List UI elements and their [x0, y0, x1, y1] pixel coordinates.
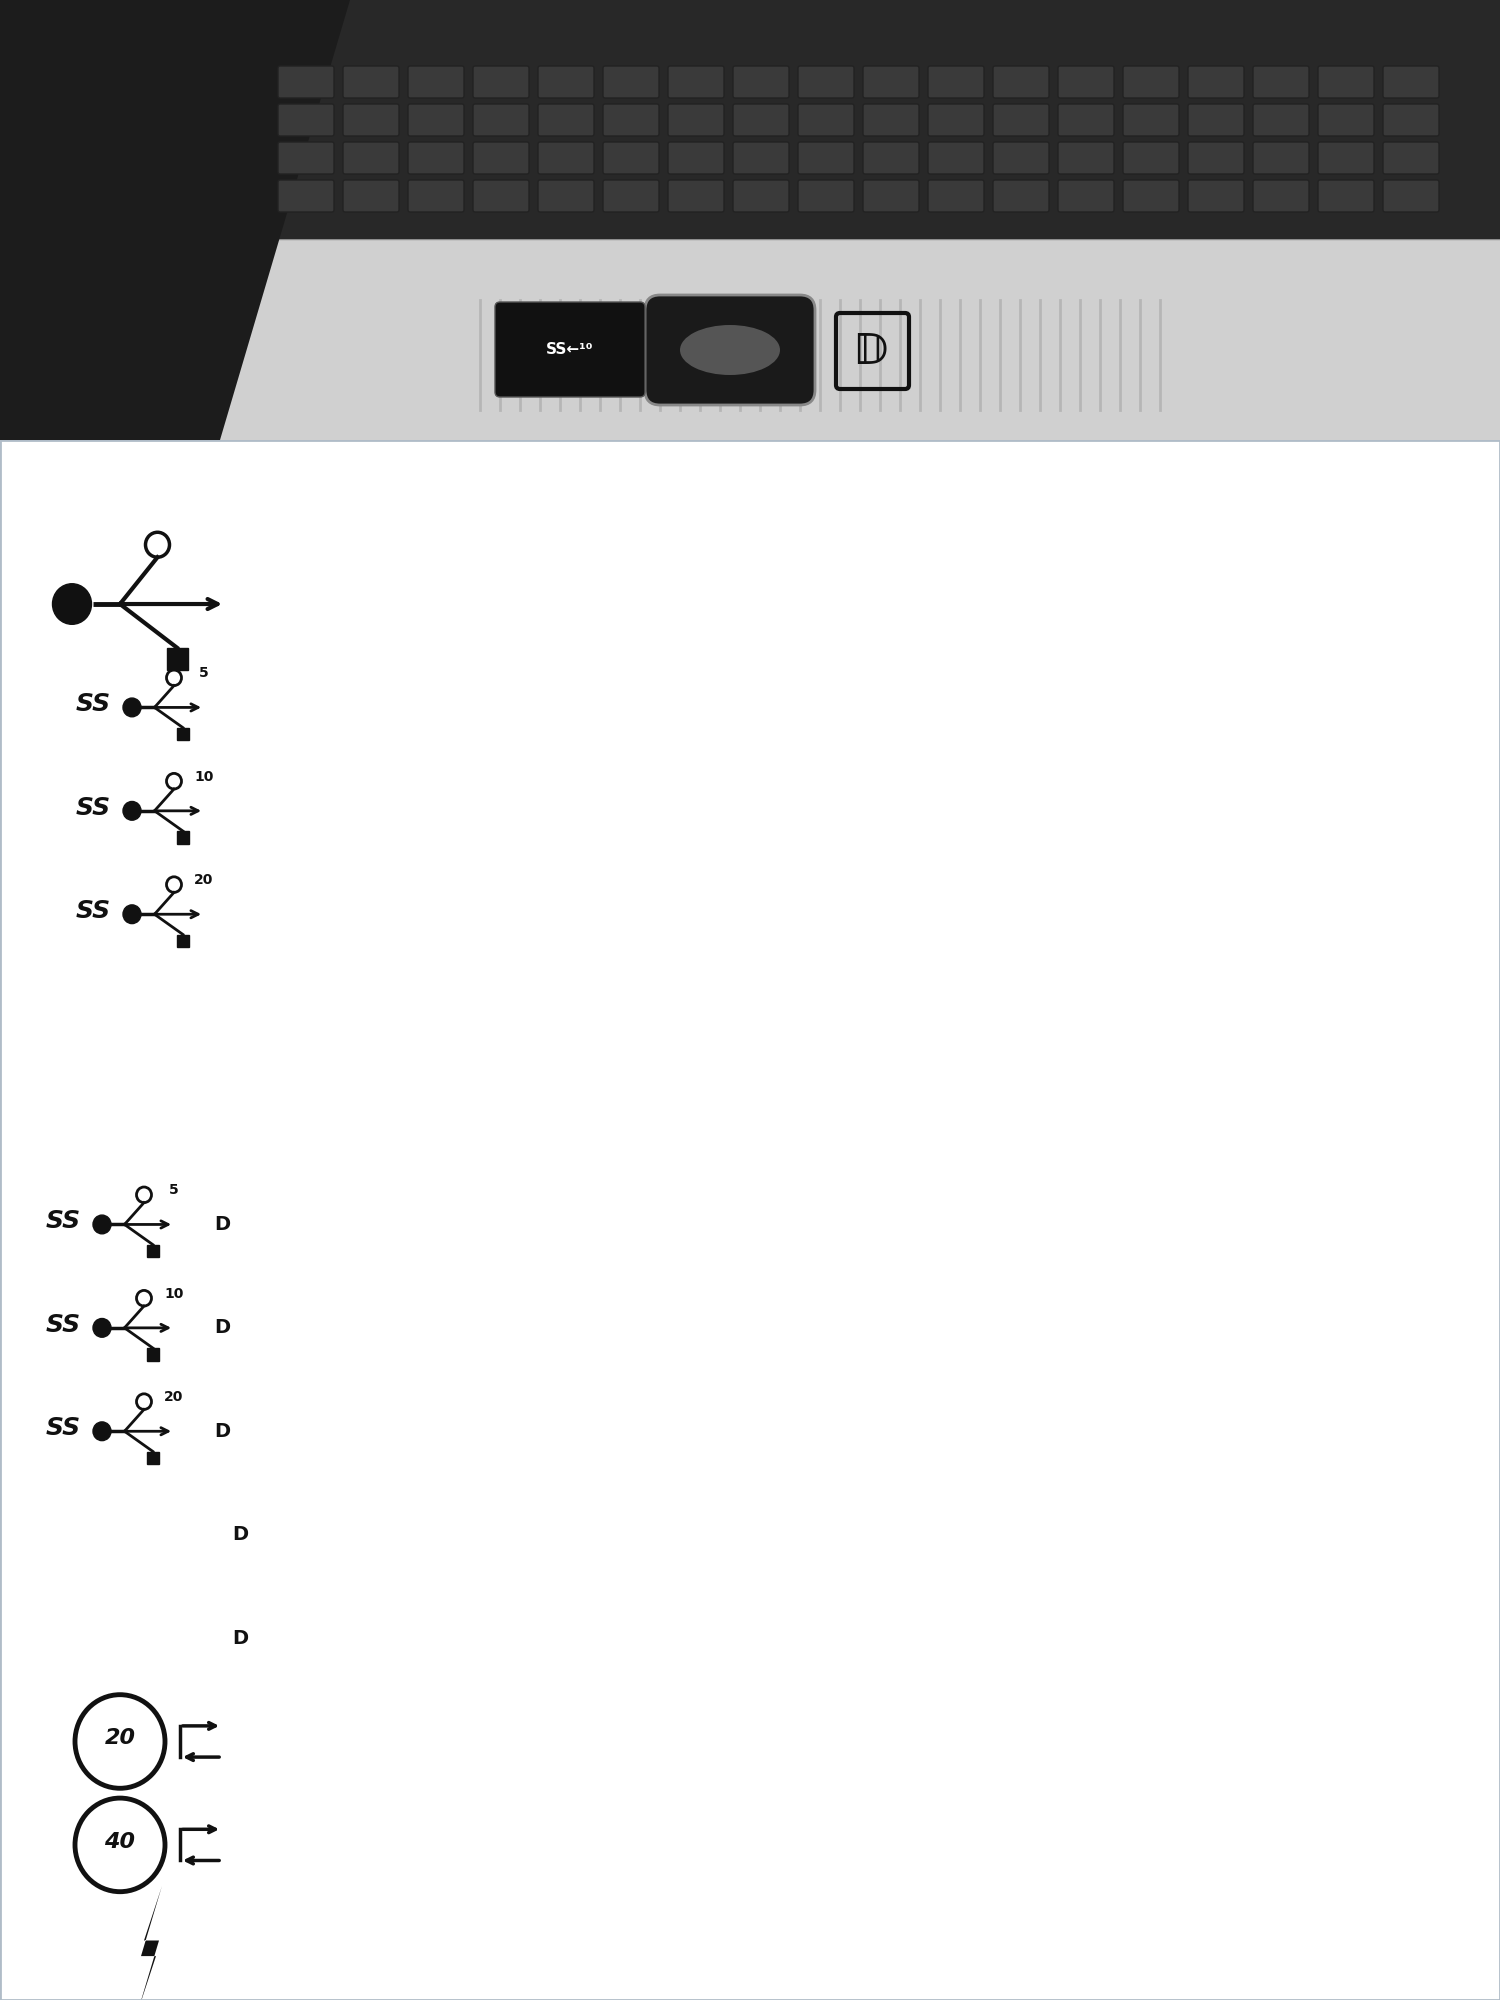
Text: SS: SS [45, 1312, 81, 1336]
Bar [0, 760, 300, 862]
Text: D: D [232, 1628, 248, 1648]
Text: D: D [214, 1214, 230, 1234]
Bar [630, 1172, 900, 1276]
Text: 480 Mbps: 480 Mbps [724, 596, 806, 614]
FancyBboxPatch shape [1188, 142, 1244, 174]
Text: 5: 5 [170, 1184, 178, 1198]
Text: 20 Gbps: 20 Gbps [730, 1422, 800, 1440]
FancyBboxPatch shape [928, 180, 984, 212]
FancyBboxPatch shape [472, 142, 530, 174]
Text: ✓: ✓ [1334, 1102, 1366, 1140]
Bar [300, 862, 630, 966]
Bar [177, 832, 189, 844]
Text: 10 Gbps: 10 Gbps [730, 1630, 800, 1648]
Bar [177, 934, 189, 948]
Text: ✓: ✓ [1334, 1516, 1366, 1554]
Bar [630, 1276, 900, 1380]
FancyBboxPatch shape [928, 104, 984, 136]
FancyBboxPatch shape [1318, 180, 1374, 212]
Bar [300, 1380, 630, 1482]
Bar [900, 862, 1200, 966]
Bar [1200, 656, 1500, 760]
Text: USB 3.2 Gen 1
SuperSpeed USB
USB 3.0: USB 3.2 Gen 1 SuperSpeed USB USB 3.0 [400, 1198, 530, 1252]
FancyBboxPatch shape [1188, 104, 1244, 136]
FancyBboxPatch shape [495, 302, 645, 396]
Bar [0, 1896, 300, 2000]
FancyBboxPatch shape [278, 104, 334, 136]
Bar [1200, 1794, 1500, 1896]
FancyBboxPatch shape [928, 142, 984, 174]
Text: 10 Gbps: 10 Gbps [730, 802, 800, 820]
Text: ✓: ✓ [1334, 1826, 1366, 1864]
Text: 5: 5 [200, 666, 208, 680]
FancyBboxPatch shape [195, 240, 1500, 446]
Text: 40 Gbps: 40 Gbps [730, 1836, 800, 1854]
Bar [630, 760, 900, 862]
Bar [900, 760, 1200, 862]
Bar [0, 1482, 300, 1586]
Polygon shape [0, 0, 350, 440]
FancyBboxPatch shape [472, 104, 530, 136]
Text: 20 Gbps: 20 Gbps [730, 1732, 800, 1750]
Bar [1200, 760, 1500, 862]
FancyBboxPatch shape [862, 66, 919, 98]
FancyBboxPatch shape [1188, 180, 1244, 212]
FancyBboxPatch shape [734, 104, 789, 136]
Bar [300, 1070, 630, 1172]
Circle shape [78, 1628, 96, 1648]
Bar [1200, 1276, 1500, 1380]
Text: 10 Gbps: 10 Gbps [730, 1112, 800, 1130]
FancyBboxPatch shape [798, 104, 853, 136]
FancyBboxPatch shape [928, 66, 984, 98]
Bar [0, 966, 300, 1070]
Text: USB 3.2 Gen 1
SuperSpeed USB
USB 3.0: USB 3.2 Gen 1 SuperSpeed USB USB 3.0 [400, 680, 530, 734]
FancyBboxPatch shape [408, 66, 464, 98]
Bar [900, 1896, 1200, 2000]
Bar [630, 1070, 900, 1172]
Bar [1200, 1380, 1500, 1482]
FancyBboxPatch shape [538, 104, 594, 136]
FancyBboxPatch shape [1383, 66, 1438, 98]
FancyBboxPatch shape [1058, 180, 1114, 212]
Bar [1200, 1586, 1500, 1690]
Text: SS: SS [30, 1520, 66, 1544]
Bar [147, 1452, 159, 1464]
FancyBboxPatch shape [472, 66, 530, 98]
Text: 40: 40 [105, 1832, 135, 1852]
Bar [0, 552, 300, 656]
Circle shape [53, 584, 92, 624]
FancyBboxPatch shape [408, 180, 464, 212]
Text: USB 2.0
Hi-Speed USB: USB 2.0 Hi-Speed USB [413, 586, 518, 622]
Bar [132, 1658, 144, 1670]
Bar [1200, 1690, 1500, 1794]
Text: 40 Gbps: 40 Gbps [730, 1940, 800, 1958]
Text: SS: SS [45, 1210, 81, 1234]
FancyBboxPatch shape [1318, 66, 1374, 98]
FancyBboxPatch shape [472, 180, 530, 212]
FancyBboxPatch shape [734, 142, 789, 174]
Text: 20: 20 [165, 1390, 183, 1404]
Circle shape [123, 802, 141, 820]
Text: 20: 20 [105, 1728, 135, 1748]
FancyBboxPatch shape [603, 142, 658, 174]
Bar [900, 1794, 1200, 1896]
Bar [0, 1586, 300, 1690]
Bar [300, 656, 630, 760]
FancyBboxPatch shape [1058, 142, 1114, 174]
Text: SS: SS [75, 796, 111, 820]
FancyBboxPatch shape [798, 66, 853, 98]
FancyBboxPatch shape [538, 66, 594, 98]
FancyBboxPatch shape [862, 180, 919, 212]
Text: ✓: ✓ [1034, 1308, 1066, 1346]
FancyBboxPatch shape [862, 104, 919, 136]
Bar [1200, 1482, 1500, 1586]
FancyBboxPatch shape [668, 180, 724, 212]
FancyBboxPatch shape [603, 104, 658, 136]
Bar [300, 1172, 630, 1276]
FancyBboxPatch shape [668, 66, 724, 98]
